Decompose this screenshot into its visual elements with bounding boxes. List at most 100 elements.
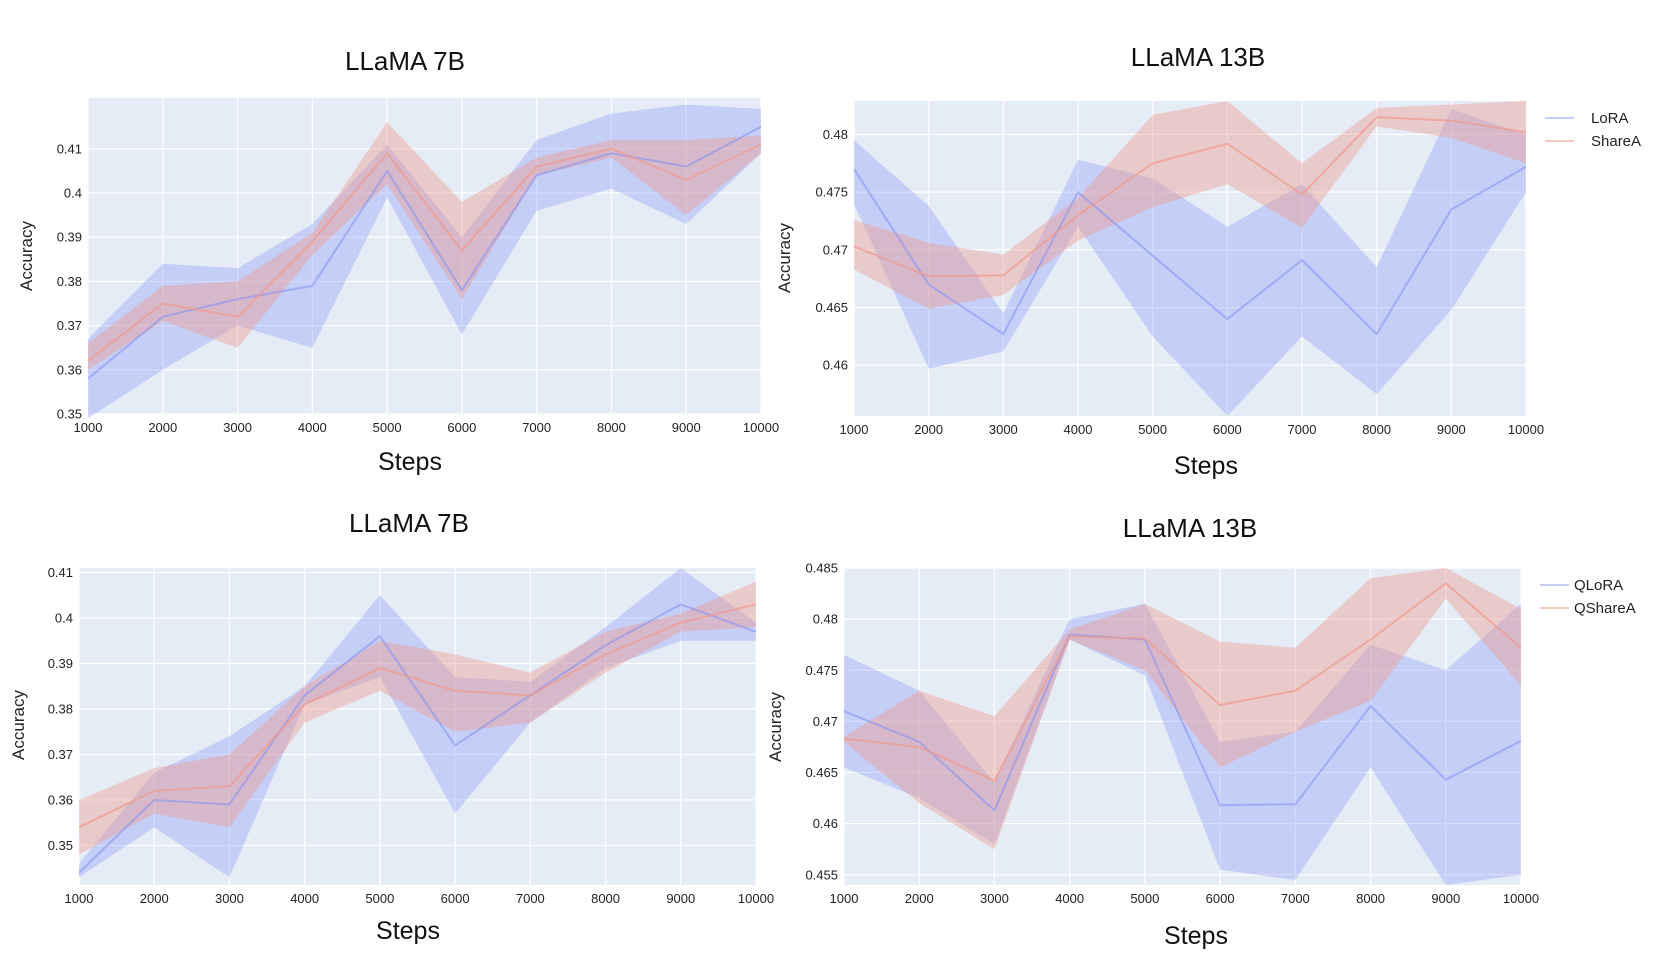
y-tick-label: 0.4 <box>55 611 73 626</box>
x-tick-label: 4000 <box>298 420 327 435</box>
series-lines <box>853 116 1527 336</box>
x-axis-label: Steps <box>378 448 442 476</box>
y-tick-label: 0.39 <box>57 230 82 245</box>
x-tick-label: 4000 <box>1064 422 1093 437</box>
x-tick-label: 7000 <box>1288 422 1317 437</box>
y-tick-labels: 0.35 0.36 0.37 0.38 0.39 0.4 0.41 <box>48 565 73 853</box>
x-tick-label: 10000 <box>738 891 774 906</box>
line-lora <box>87 125 762 380</box>
x-tick-label: 6000 <box>1213 422 1242 437</box>
x-tick-label: 9000 <box>1431 891 1460 906</box>
y-tick-label: 0.37 <box>48 747 73 762</box>
line-qsharea <box>843 582 1522 782</box>
y-tick-label: 0.39 <box>48 656 73 671</box>
y-axis-label: Accuracy <box>775 223 794 293</box>
band-sharea <box>88 122 761 370</box>
x-tick-label: 3000 <box>215 891 244 906</box>
x-tick-label: 10000 <box>1508 422 1544 437</box>
x-tick-label: 1000 <box>840 422 869 437</box>
y-tick-label: 0.48 <box>823 127 848 142</box>
line-qsharea <box>78 603 757 829</box>
band-lora <box>88 104 761 419</box>
y-tick-labels: 0.35 0.36 0.37 0.38 0.39 0.4 0.41 <box>57 141 82 421</box>
x-axis-label: Steps <box>1164 922 1228 950</box>
y-tick-labels: 0.455 0.46 0.465 0.47 0.475 0.48 0.485 <box>805 561 838 883</box>
chart-panel-bottom-left: LLaMA 7B 1000 2000 3000 4000 5000 6000 7000 800… <box>9 508 774 945</box>
band-qsharea <box>844 568 1521 850</box>
legend-label-sharea: ShareA <box>1591 133 1641 150</box>
line-sharea <box>87 143 762 362</box>
plot-area <box>79 568 756 885</box>
chart-title: LLaMA 7B <box>349 508 469 538</box>
x-tick-label: 5000 <box>373 420 402 435</box>
x-tick-label: 10000 <box>1503 891 1539 906</box>
line-qlora <box>78 603 757 874</box>
x-tick-labels: 1000 2000 3000 4000 5000 6000 7000 8000 9000 1000… <box>74 420 780 435</box>
x-tick-label: 2000 <box>914 422 943 437</box>
x-tick-label: 1000 <box>74 420 103 435</box>
confidence-bands <box>844 568 1521 885</box>
y-tick-label: 0.35 <box>57 407 82 422</box>
x-tick-label: 8000 <box>597 420 626 435</box>
chart-panel-top-left: LLaMA 7B 1000 2000 3000 4000 5000 6000 7000 800… <box>17 46 779 476</box>
x-tick-label: 4000 <box>290 891 319 906</box>
confidence-bands <box>854 101 1526 417</box>
y-tick-label: 0.47 <box>813 714 838 729</box>
x-tick-label: 8000 <box>1362 422 1391 437</box>
x-tick-label: 5000 <box>1138 422 1167 437</box>
y-axis-label: Accuracy <box>9 690 28 760</box>
series-lines <box>78 603 757 874</box>
x-tick-label: 7000 <box>516 891 545 906</box>
x-tick-label: 3000 <box>223 420 252 435</box>
x-axis-label: Steps <box>1174 452 1238 480</box>
x-tick-label: 8000 <box>1356 891 1385 906</box>
series-lines <box>843 582 1522 812</box>
x-tick-label: 9000 <box>666 891 695 906</box>
band-qsharea <box>79 581 756 855</box>
x-tick-label: 5000 <box>1130 891 1159 906</box>
y-tick-label: 0.455 <box>805 867 838 882</box>
y-tick-label: 0.4 <box>64 186 82 201</box>
y-tick-label: 0.47 <box>823 242 848 257</box>
plot-area <box>844 568 1521 885</box>
x-tick-label: 1000 <box>830 891 859 906</box>
x-tick-label: 7000 <box>1281 891 1310 906</box>
confidence-bands <box>88 104 761 419</box>
y-tick-label: 0.37 <box>57 318 82 333</box>
y-axis-label: Accuracy <box>766 692 785 762</box>
y-tick-label: 0.485 <box>805 561 838 576</box>
y-tick-label: 0.38 <box>48 701 73 716</box>
y-axis-label: Accuracy <box>17 221 36 291</box>
y-tick-label: 0.36 <box>57 362 82 377</box>
y-tick-label: 0.41 <box>48 565 73 580</box>
x-tick-label: 10000 <box>743 420 779 435</box>
y-tick-label: 0.465 <box>805 765 838 780</box>
y-tick-label: 0.48 <box>813 612 838 627</box>
x-tick-label: 9000 <box>672 420 701 435</box>
chart-title: LLaMA 7B <box>345 46 465 76</box>
x-tick-labels: 1000 2000 3000 4000 5000 6000 7000 8000 9000 1000… <box>830 891 1540 906</box>
x-tick-label: 6000 <box>441 891 470 906</box>
y-tick-label: 0.38 <box>57 274 82 289</box>
x-tick-label: 6000 <box>447 420 476 435</box>
confidence-bands <box>79 568 756 878</box>
chart-panel-bottom-right: LLaMA 13B 1000 2000 3000 4000 5000 6000 7000 80… <box>766 513 1636 950</box>
y-tick-labels: 0.46 0.465 0.47 0.475 0.48 <box>815 127 848 373</box>
plot-area <box>88 98 761 414</box>
legend: QLoRA QShareA <box>1540 577 1636 617</box>
gridlines <box>87 98 762 415</box>
x-axis-label: Steps <box>376 917 440 945</box>
gridlines <box>843 567 1522 885</box>
y-tick-label: 0.46 <box>823 358 848 373</box>
x-tick-label: 2000 <box>148 420 177 435</box>
x-tick-label: 6000 <box>1206 891 1235 906</box>
x-tick-label: 3000 <box>989 422 1018 437</box>
y-tick-label: 0.475 <box>805 663 838 678</box>
line-qlora <box>843 633 1522 812</box>
band-qlora <box>79 568 756 878</box>
band-sharea <box>854 101 1526 309</box>
gridlines <box>78 568 757 885</box>
x-tick-label: 9000 <box>1437 422 1466 437</box>
x-tick-label: 8000 <box>591 891 620 906</box>
y-tick-label: 0.46 <box>813 816 838 831</box>
